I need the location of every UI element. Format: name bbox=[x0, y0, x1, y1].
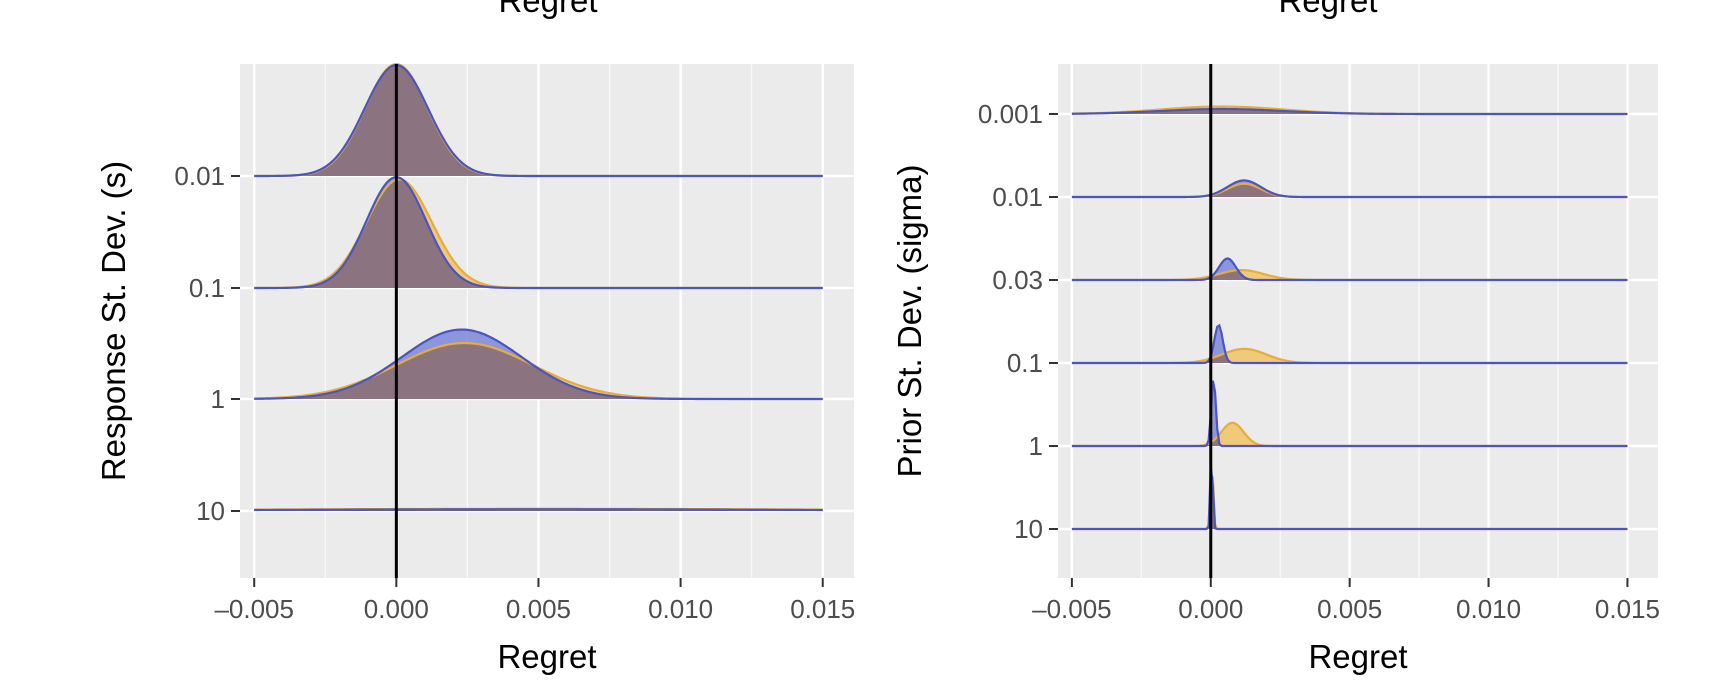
top-cut-label-left: Regret bbox=[498, 0, 597, 19]
y-tick-label: 0.001 bbox=[978, 99, 1043, 129]
y-axis-title: Response St. Dev. (s) bbox=[95, 161, 132, 481]
panel-background bbox=[240, 64, 854, 578]
x-tick-label: –0.005 bbox=[1032, 594, 1112, 624]
series-b-outline-line bbox=[254, 64, 823, 178]
y-tick-label: 1 bbox=[211, 384, 225, 414]
series-b-outline-line bbox=[1071, 323, 1628, 365]
series-b-outline-line bbox=[1071, 380, 1628, 448]
y-tick-label: 0.03 bbox=[992, 265, 1043, 295]
x-tick-label: 0.010 bbox=[1456, 594, 1521, 624]
panel-2: –0.005 0.000 0.005 0.010 0.015 0.001 0.01 0.03 0… bbox=[891, 64, 1660, 675]
x-tick-label: 0.010 bbox=[648, 594, 713, 624]
y-tick-label: 1 bbox=[1029, 431, 1043, 461]
x-tick-label: 0.005 bbox=[1317, 594, 1382, 624]
x-tick-label: 0.005 bbox=[506, 594, 571, 624]
top-cut-label-right: Regret bbox=[1278, 0, 1377, 19]
y-axis-title: Prior St. Dev. (sigma) bbox=[891, 165, 928, 478]
x-axis-title: Regret bbox=[497, 638, 596, 675]
ridge-0.01 bbox=[1071, 179, 1628, 199]
x-tick-label: –0.005 bbox=[214, 594, 294, 624]
y-tick-label: 10 bbox=[1014, 514, 1043, 544]
x-tick-label: 0.000 bbox=[364, 594, 429, 624]
series-b-outline-line bbox=[1071, 466, 1628, 531]
series-b-outline-line bbox=[254, 508, 823, 512]
panel-background bbox=[1058, 64, 1658, 578]
x-axis-title: Regret bbox=[1308, 638, 1407, 675]
y-tick-label: 0.1 bbox=[189, 273, 225, 303]
series-b-outline-line bbox=[1071, 107, 1628, 116]
series-b-outline-line bbox=[254, 328, 823, 401]
y-tick-label: 10 bbox=[196, 496, 225, 526]
y-tick-label: 0.1 bbox=[1007, 348, 1043, 378]
y-tick-label: 0.01 bbox=[174, 161, 225, 191]
ridge-10 bbox=[254, 507, 823, 512]
y-tick-label: 0.01 bbox=[992, 182, 1043, 212]
x-tick-label: 0.000 bbox=[1178, 594, 1243, 624]
x-tick-label: 0.015 bbox=[1595, 594, 1660, 624]
series-b-outline-line bbox=[1071, 257, 1628, 282]
series-b-outline-line bbox=[1071, 179, 1628, 199]
series-b-outline-line bbox=[254, 176, 823, 290]
panel-1: –0.005 0.000 0.005 0.010 0.015 0.01 0.1 1 10 Regr… bbox=[95, 62, 855, 675]
x-tick-label: 0.015 bbox=[790, 594, 855, 624]
